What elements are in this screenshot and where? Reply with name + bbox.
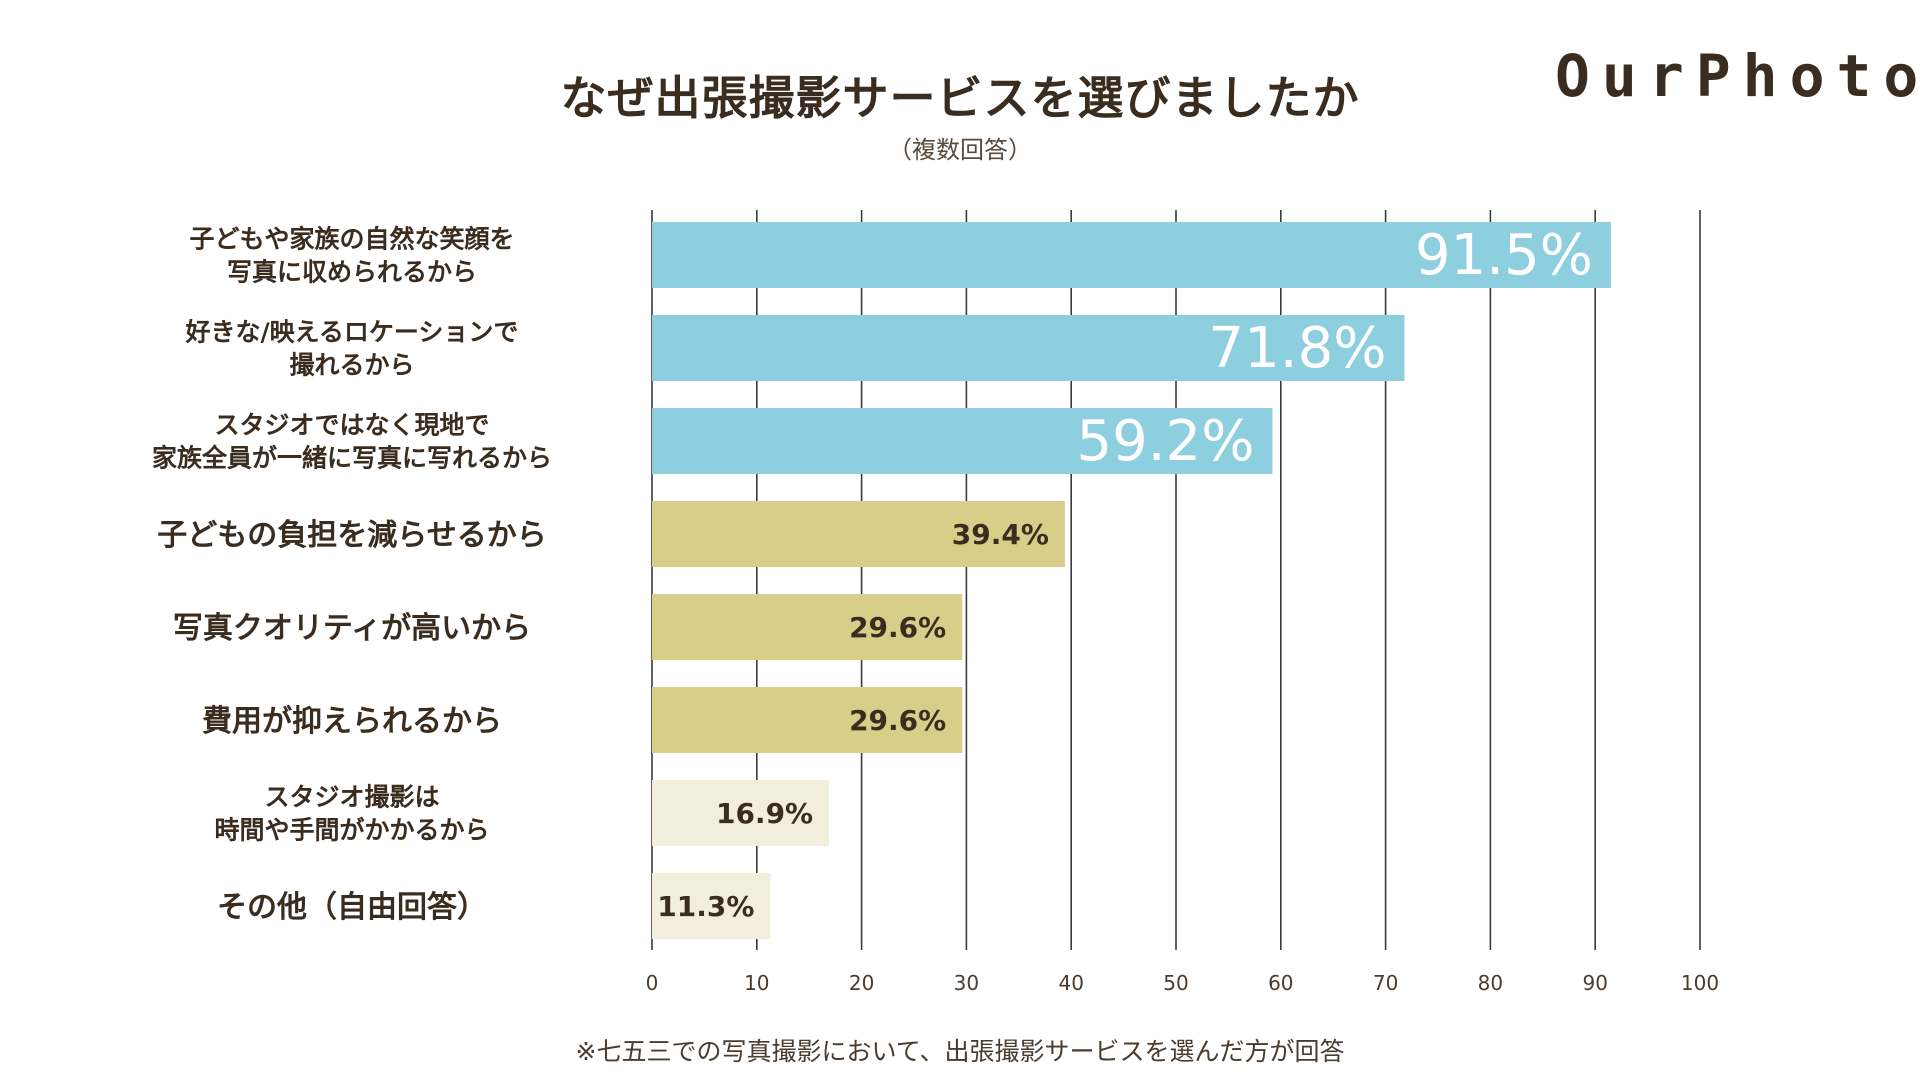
- category-label: 写真クオリティが高いから: [173, 611, 531, 646]
- x-tick-label: 20: [849, 971, 874, 995]
- category-label: 写真に収められるから: [227, 258, 477, 287]
- x-tick-label: 0: [646, 971, 659, 995]
- x-tick-label: 100: [1681, 971, 1719, 995]
- bars: 91.5% 71.8% 59.2% 39.4% 29.6% 29.6% 16.9% 11.3%: [652, 222, 1611, 939]
- bar: [652, 222, 1611, 288]
- x-tick-label: 60: [1268, 971, 1293, 995]
- category-label: スタジオ撮影は: [264, 783, 439, 812]
- x-axis-ticks: 0 10 20 30 40 50 60 70 80 90 100: [646, 971, 1719, 995]
- bar: [652, 873, 771, 939]
- x-tick-label: 50: [1163, 971, 1188, 995]
- chart-title: なぜ出張撮影サービスを選びましたか: [560, 71, 1360, 125]
- x-tick-label: 70: [1373, 971, 1398, 995]
- category-label: その他（自由回答）: [217, 890, 487, 925]
- x-tick-label: 40: [1058, 971, 1083, 995]
- category-label: スタジオではなく現地で: [214, 411, 489, 440]
- footnote: ※七五三での写真撮影において、出張撮影サービスを選んだ方が回答: [575, 1037, 1345, 1066]
- category-label: 時間や手間がかかるから: [214, 816, 489, 845]
- bar: [652, 687, 963, 753]
- bar-value-label: 39.4%: [952, 518, 1049, 551]
- category-label: 好きな/映えるロケーションで: [185, 318, 519, 347]
- ourphoto-logo: OurPhoto: [1555, 42, 1920, 110]
- category-label: 費用が抑えられるから: [202, 704, 502, 739]
- bar-value-label: 29.6%: [849, 704, 946, 737]
- bar-value-label: 16.9%: [716, 797, 813, 830]
- bar: [652, 501, 1065, 567]
- chart-subtitle: （複数回答）: [888, 136, 1032, 164]
- category-label: 撮れるから: [289, 351, 414, 380]
- bar-value-label: 71.8%: [1209, 316, 1387, 381]
- category-label: 家族全員が一緒に写真に写れるから: [152, 444, 552, 473]
- category-label: 子どもの負担を減らせるから: [157, 518, 546, 553]
- bar: [652, 594, 963, 660]
- category-labels: 子どもや家族の自然な笑顔を写真に収められるから好きな/映えるロケーションで撮れる…: [152, 225, 552, 925]
- x-tick-label: 90: [1582, 971, 1607, 995]
- bar-value-label: 11.3%: [657, 890, 754, 923]
- category-label: 子どもや家族の自然な笑顔を: [189, 225, 514, 254]
- bar-value-label: 29.6%: [849, 611, 946, 644]
- bar-value-label: 59.2%: [1077, 409, 1255, 474]
- bar: [652, 315, 1405, 381]
- bar: [652, 408, 1273, 474]
- x-tick-label: 10: [744, 971, 769, 995]
- bar: [652, 780, 830, 846]
- x-tick-label: 30: [954, 971, 979, 995]
- bar-value-label: 91.5%: [1415, 223, 1593, 288]
- x-tick-label: 80: [1478, 971, 1503, 995]
